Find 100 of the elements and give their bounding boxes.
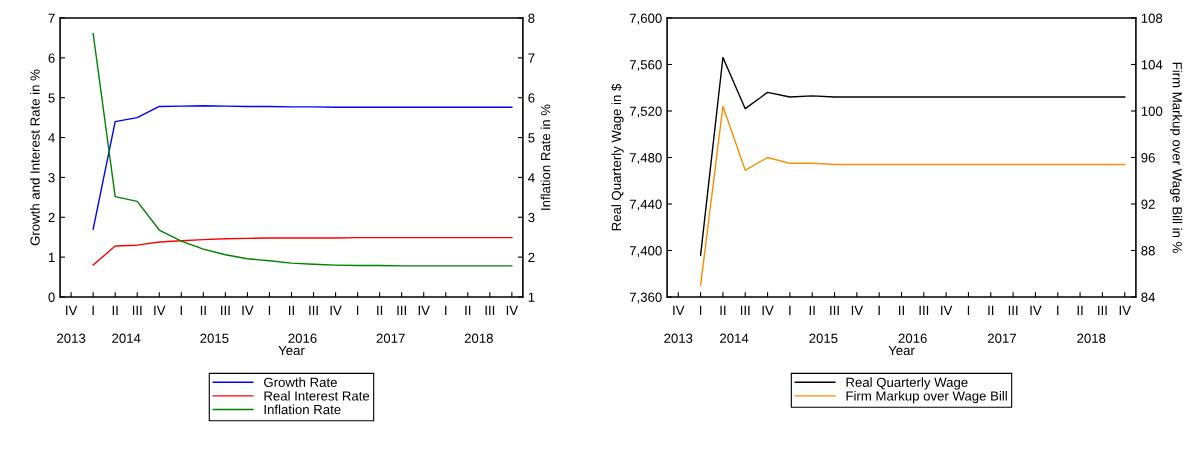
x-tick-label: IV — [66, 305, 78, 315]
x-tick-label: II — [200, 305, 206, 315]
text: 2016 — [898, 333, 927, 343]
y-tick-label: 6 — [48, 53, 55, 63]
x-tick-label: III — [221, 305, 230, 315]
line-series — [92, 104, 513, 230]
x-tick-label: II — [465, 305, 471, 315]
x-tick-label: II — [988, 305, 994, 315]
legend-label: Real Quarterly Wage — [846, 377, 968, 390]
x-tick-label: II — [377, 305, 383, 315]
x-tick-label: III — [397, 305, 406, 315]
x-tick-label: IV — [673, 305, 685, 315]
y2-tick-label: 96 — [1141, 153, 1155, 163]
y-tick-label: 0 — [48, 292, 55, 302]
y-tick-label: 7,400 — [629, 246, 662, 257]
y2-tick-label: 108 — [1141, 13, 1163, 23]
y2-tick-label: 84 — [1141, 292, 1156, 302]
x-tick-label: I — [356, 305, 359, 315]
y-tick-label: 7,560 — [629, 60, 662, 71]
y2-tick-label: 4 — [528, 173, 535, 183]
y2-tick-label: 5 — [528, 133, 535, 143]
y2-tick-label: 1 — [528, 292, 535, 302]
legend-label: Real Interest Rate — [264, 390, 370, 401]
x-tick-label: IV — [851, 305, 864, 315]
legend-label: Growth Rate — [264, 377, 337, 387]
x-tick-label: III — [1008, 305, 1018, 315]
x-tick-label: II — [289, 305, 294, 315]
x-tick-label: III — [1098, 305, 1107, 315]
x-tick-label: I — [699, 305, 702, 315]
x-tick-label: II — [1077, 305, 1083, 315]
x-tick-label: IV — [1030, 305, 1042, 315]
line-series — [699, 56, 1126, 256]
y-axis-title: Real Quarterly Wage in $ — [611, 83, 624, 231]
line-series — [92, 236, 513, 266]
x-tick-label: I — [445, 305, 447, 315]
y2-axis-title: Inflation Rate in % — [540, 104, 551, 210]
text: 2014 — [112, 333, 141, 343]
y2-axis-title: Firm Markup over Wage Bill in % — [1169, 62, 1183, 253]
x-tick-label: IV — [941, 305, 953, 315]
x-axis-title: Year — [278, 345, 305, 356]
x-tick-label: III — [740, 305, 750, 315]
y-axis-title: Growth and Interest Rate in % — [30, 69, 40, 246]
x-tick-label: IV — [506, 305, 519, 315]
x-tick-label: I — [967, 305, 970, 315]
x-tick-label: IV — [242, 305, 254, 315]
y2-tick-label: 7 — [528, 53, 535, 63]
text: 2015 — [809, 333, 838, 343]
x-tick-label: IV — [154, 305, 166, 315]
y2-tick-label: 2 — [528, 252, 535, 262]
x-tick-label: III — [485, 305, 495, 315]
y-tick-label: 7 — [48, 13, 55, 23]
text: 2017 — [987, 333, 1016, 343]
text: 2013 — [664, 333, 693, 343]
y2-tick-label: 104 — [1141, 60, 1163, 70]
x-tick-label: I — [92, 305, 94, 315]
text: 2013 — [57, 333, 86, 343]
y-tick-label: 5 — [48, 93, 55, 103]
x-tick-label: III — [309, 305, 318, 315]
x-tick-label: IV — [418, 305, 430, 315]
y-tick-label: 7,360 — [629, 292, 662, 304]
y-tick-label: 1 — [48, 252, 55, 262]
y2-tick-label: 100 — [1141, 106, 1163, 116]
y-tick-label: 7,600 — [629, 13, 662, 25]
y-tick-label: 7,520 — [629, 106, 662, 118]
x-tick-label: II — [809, 305, 815, 315]
x-tick-label: IV — [330, 305, 342, 315]
x-tick-label: I — [1057, 305, 1059, 315]
x-tick-label: III — [919, 305, 929, 315]
y2-tick-label: 88 — [1141, 246, 1155, 256]
x-axis-title: Year — [888, 345, 915, 356]
text: 2014 — [720, 333, 749, 343]
x-tick-label: III — [132, 305, 142, 315]
x-tick-label: II — [899, 305, 904, 315]
y-tick-label: 7,480 — [629, 153, 662, 164]
x-tick-label: II — [112, 305, 118, 315]
y2-tick-label: 8 — [528, 13, 535, 23]
y-tick-label: 4 — [48, 133, 55, 143]
y-tick-label: 2 — [48, 212, 55, 223]
text: 2015 — [200, 333, 229, 343]
text: 2018 — [464, 333, 493, 343]
x-tick-label: I — [789, 305, 791, 315]
y-tick-label: 7,440 — [629, 199, 662, 211]
x-tick-label: III — [830, 305, 839, 315]
text: 2018 — [1077, 333, 1106, 343]
y2-tick-label: 6 — [528, 93, 535, 103]
line-series — [92, 32, 513, 267]
line-series — [699, 105, 1126, 287]
x-tick-label: I — [878, 305, 880, 315]
x-tick-label: IV — [762, 305, 774, 315]
x-tick-label: II — [720, 305, 726, 315]
x-tick-label: I — [180, 305, 182, 315]
y2-tick-label: 3 — [528, 212, 535, 223]
text: 2016 — [288, 333, 317, 343]
text: 2017 — [376, 333, 405, 343]
x-tick-label: I — [268, 305, 271, 315]
y2-tick-label: 92 — [1141, 199, 1155, 209]
x-tick-label: IV — [1119, 305, 1131, 315]
y-tick-label: 3 — [48, 173, 55, 183]
legend-label: Firm Markup over Wage Bill — [846, 390, 1007, 404]
legend-label: Inflation Rate — [264, 404, 341, 415]
